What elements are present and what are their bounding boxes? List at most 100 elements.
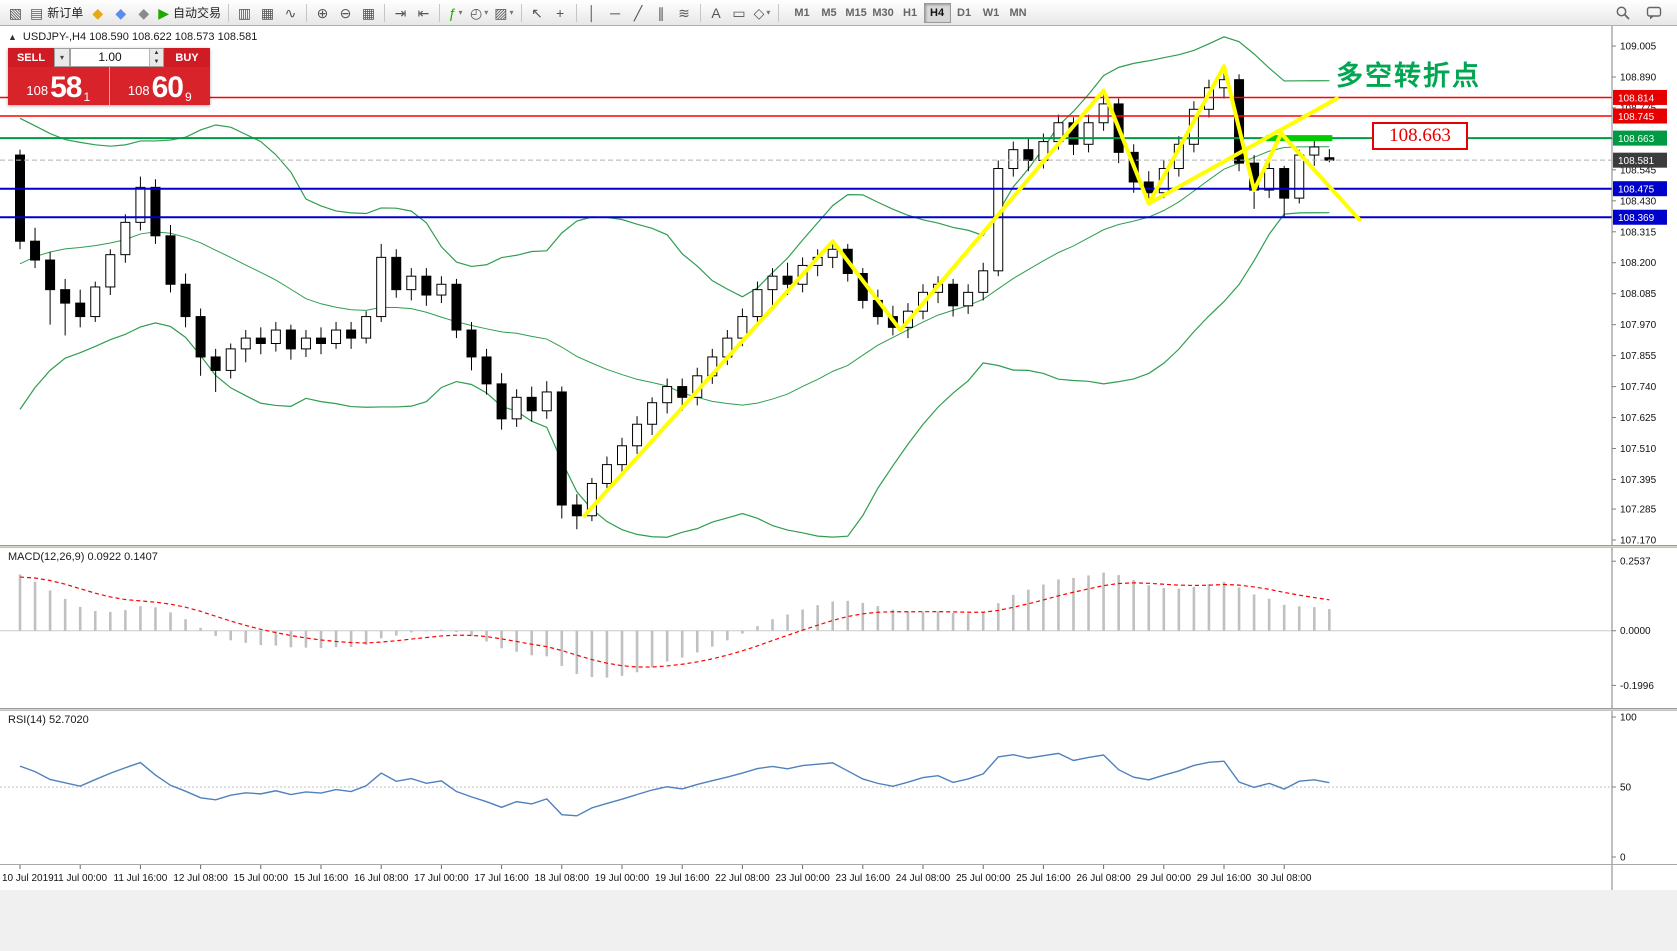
autotrading-icon: ▶ xyxy=(158,4,170,21)
sell-price-big: 58 xyxy=(50,71,82,104)
toolbar-separator xyxy=(384,3,386,22)
templates-button[interactable]: ▨ ▾ xyxy=(491,2,516,24)
svg-text:-0.1996: -0.1996 xyxy=(1620,681,1654,692)
new-chart-button[interactable]: ▧ xyxy=(4,2,27,24)
volume-value[interactable]: 1.00 xyxy=(98,50,122,64)
svg-text:19 Jul 16:00: 19 Jul 16:00 xyxy=(655,873,710,884)
toolbar-buttons: ▧ ▤ 新订单 ◆ ◆ ◆ ▶ 自动交易 ▥ ▦ ∿ ⊕ ⊖ ▦ ⇥ ⇤ ƒ ▾ ◴ ▾ ▨ ▾ ↖ + │ ─ ╱ ∥ ≋ A ▭ ◇ ▾ xyxy=(4,2,783,24)
market-watch-icon: ◆ xyxy=(138,4,150,21)
community-button[interactable] xyxy=(1642,2,1665,24)
main-chart-canvas[interactable]: 109.005108.890108.775108.660108.545108.4… xyxy=(0,26,1677,545)
panel-separator[interactable] xyxy=(0,545,1677,548)
svg-text:108.890: 108.890 xyxy=(1620,72,1657,83)
svg-text:18 Jul 08:00: 18 Jul 08:00 xyxy=(535,873,590,884)
chart-line-icon: ∿ xyxy=(284,4,297,21)
volume-up-icon[interactable]: ▲ xyxy=(150,49,163,58)
templates-icon: ▨ xyxy=(494,4,508,21)
timeframe-M30[interactable]: M30 xyxy=(870,3,897,23)
chart-shift-icon: ⇤ xyxy=(417,4,430,21)
timeframe-M5[interactable]: M5 xyxy=(816,3,843,23)
timeframe-M15[interactable]: M15 xyxy=(843,3,870,23)
timeframe-D1[interactable]: D1 xyxy=(951,3,978,23)
crosshair-button[interactable]: + xyxy=(549,2,572,24)
trade-settings-caret[interactable]: ▾ xyxy=(54,48,70,67)
dropdown-caret-icon[interactable]: ▾ xyxy=(458,8,463,17)
svg-text:107.625: 107.625 xyxy=(1620,413,1657,424)
label-button[interactable]: ▭ xyxy=(728,2,751,24)
panel-separator[interactable] xyxy=(0,708,1677,711)
sell-button[interactable]: SELL xyxy=(8,48,54,67)
buy-button[interactable]: BUY xyxy=(164,48,210,67)
zoom-in-icon: ⊕ xyxy=(316,4,329,21)
autotrading-button[interactable]: ▶ 自动交易 xyxy=(155,2,224,24)
trendline-button[interactable]: ╱ xyxy=(627,2,650,24)
dropdown-caret-icon[interactable]: ▾ xyxy=(484,8,489,17)
rsi-canvas[interactable]: 100 50 0 xyxy=(0,711,1677,864)
svg-text:25 Jul 16:00: 25 Jul 16:00 xyxy=(1016,873,1071,884)
buy-price-button[interactable]: 108 60 9 xyxy=(109,67,210,105)
chart-bars-button[interactable]: ▥ xyxy=(233,2,256,24)
svg-text:107.740: 107.740 xyxy=(1620,382,1657,393)
periods-button[interactable]: ◴ ▾ xyxy=(467,2,491,24)
svg-text:108.085: 108.085 xyxy=(1620,289,1657,300)
search-button[interactable] xyxy=(1611,2,1634,24)
toolbar: ▧ ▤ 新订单 ◆ ◆ ◆ ▶ 自动交易 ▥ ▦ ∿ ⊕ ⊖ ▦ ⇥ ⇤ ƒ ▾ ◴ ▾ ▨ ▾ ↖ + │ ─ ╱ ∥ ≋ A ▭ ◇ ▾ M… xyxy=(0,0,1677,26)
zoom-in-button[interactable]: ⊕ xyxy=(311,2,334,24)
svg-text:17 Jul 00:00: 17 Jul 00:00 xyxy=(414,873,469,884)
one-click-toggle-icon[interactable]: ▲ xyxy=(8,32,17,42)
profile-button[interactable]: ◆ xyxy=(109,2,132,24)
timeframe-H4[interactable]: H4 xyxy=(923,2,951,23)
fibonacci-button[interactable]: ≋ xyxy=(673,2,696,24)
timeframe-M1[interactable]: M1 xyxy=(789,3,816,23)
metaeditor-icon: ◆ xyxy=(92,4,104,21)
svg-text:15 Jul 16:00: 15 Jul 16:00 xyxy=(294,873,349,884)
svg-text:29 Jul 00:00: 29 Jul 00:00 xyxy=(1137,873,1192,884)
svg-text:107.285: 107.285 xyxy=(1620,505,1657,516)
cursor-button[interactable]: ↖ xyxy=(526,2,549,24)
vertical-line-button[interactable]: │ xyxy=(581,2,604,24)
svg-text:108.663: 108.663 xyxy=(1618,134,1655,145)
dropdown-caret-icon[interactable]: ▾ xyxy=(509,8,514,17)
macd-canvas[interactable]: 0.2537 0.0000 -0.1996 xyxy=(0,548,1677,708)
time-axis: 10 Jul 2019 11 Jul 00:00 11 Jul 16:00 12 Ju… xyxy=(0,864,1677,891)
dropdown-caret-icon[interactable]: ▾ xyxy=(766,8,771,17)
indicators-icon: ƒ xyxy=(448,4,457,21)
shapes-button[interactable]: ◇ ▾ xyxy=(751,2,774,24)
volume-down-icon[interactable]: ▼ xyxy=(150,57,163,66)
text-button[interactable]: A xyxy=(705,2,728,24)
toolbar-separator xyxy=(306,3,308,22)
macd-panel: 0.2537 0.0000 -0.1996 MACD(12,26,9) 0.0922… xyxy=(0,548,1677,708)
horizontal-line-button[interactable]: ─ xyxy=(604,2,627,24)
timeframe-toolbar: M1 M5 M15 M30 H1 H4 D1 W1 MN xyxy=(789,2,1032,23)
buy-price-big: 60 xyxy=(151,71,184,104)
zoom-out-button[interactable]: ⊖ xyxy=(334,2,357,24)
new-order-button[interactable]: ▤ 新订单 xyxy=(27,2,86,24)
new-order-icon: ▤ xyxy=(30,4,44,21)
buy-price-sup: 9 xyxy=(184,90,192,104)
metaeditor-button[interactable]: ◆ xyxy=(86,2,109,24)
sell-price-button[interactable]: 108 58 1 xyxy=(8,67,110,105)
timeframe-W1[interactable]: W1 xyxy=(978,3,1005,23)
svg-text:107.510: 107.510 xyxy=(1620,444,1657,455)
auto-scroll-button[interactable]: ⇥ xyxy=(389,2,412,24)
chart-shift-button[interactable]: ⇤ xyxy=(412,2,435,24)
volume-field[interactable]: 1.00 ▲ ▼ xyxy=(70,48,164,67)
svg-text:0: 0 xyxy=(1620,853,1626,864)
chart-candles-button[interactable]: ▦ xyxy=(256,2,279,24)
svg-text:26 Jul 08:00: 26 Jul 08:00 xyxy=(1076,873,1131,884)
svg-text:108.814: 108.814 xyxy=(1618,93,1655,104)
svg-text:17 Jul 16:00: 17 Jul 16:00 xyxy=(474,873,529,884)
indicators-button[interactable]: ƒ ▾ xyxy=(444,2,467,24)
shapes-icon: ◇ xyxy=(753,4,765,21)
toolbar-separator xyxy=(520,3,522,22)
tile-windows-button[interactable]: ▦ xyxy=(357,2,380,24)
chart-line-button[interactable]: ∿ xyxy=(279,2,302,24)
one-click-trading-panel: SELL ▾ 1.00 ▲ ▼ BUY 108 58 1 108 60 9 xyxy=(8,48,210,105)
timeframe-H1[interactable]: H1 xyxy=(897,3,924,23)
volume-spinner: ▲ ▼ xyxy=(149,49,163,66)
svg-text:108.369: 108.369 xyxy=(1618,213,1655,224)
periods-icon: ◴ xyxy=(470,4,483,21)
market-watch-button[interactable]: ◆ xyxy=(132,2,155,24)
channel-button[interactable]: ∥ xyxy=(650,2,673,24)
timeframe-MN[interactable]: MN xyxy=(1005,3,1032,23)
